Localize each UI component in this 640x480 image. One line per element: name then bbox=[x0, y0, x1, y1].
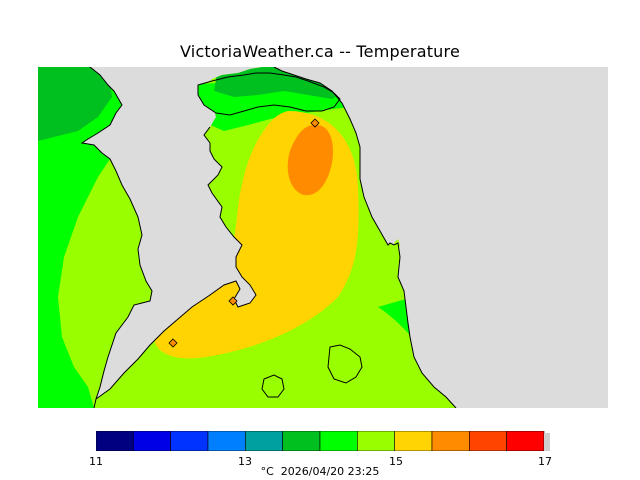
zone-14-0-west bbox=[38, 67, 168, 408]
zone-15-5 bbox=[287, 124, 334, 196]
colorbar-svg bbox=[96, 431, 550, 451]
colorbar-bin bbox=[170, 431, 209, 451]
station-marker[interactable] bbox=[228, 296, 238, 306]
colorbar-bin bbox=[431, 431, 470, 451]
station-marker[interactable] bbox=[168, 338, 178, 348]
colorbar-tick-13: 13 bbox=[238, 455, 252, 468]
coastline-north-island bbox=[197, 72, 341, 116]
colorbar-bin bbox=[96, 431, 134, 451]
temperature-map[interactable] bbox=[38, 67, 608, 408]
map-title: VictoriaWeather.ca -- Temperature bbox=[180, 42, 460, 61]
temperature-unit: °C bbox=[260, 465, 274, 478]
colorbar-bin bbox=[469, 431, 507, 451]
colorbar-bin bbox=[506, 431, 545, 451]
coastlines bbox=[80, 67, 457, 408]
coastline-west bbox=[80, 67, 153, 408]
colorbar-bin bbox=[207, 431, 246, 451]
coastline-mainland bbox=[95, 67, 457, 408]
colorbar-tick-15: 15 bbox=[389, 455, 403, 468]
coastline-island-east bbox=[327, 344, 363, 384]
colorbar-bin bbox=[357, 431, 395, 451]
colorbar-bin bbox=[394, 431, 433, 451]
timestamp: 2026/04/20 23:25 bbox=[280, 465, 380, 478]
colorbar-tick-max: 17 bbox=[538, 455, 552, 468]
legend-caption: °C 2026/04/20 23:25 bbox=[0, 465, 640, 478]
colorbar-bin bbox=[133, 431, 171, 451]
colorbar-bin bbox=[282, 431, 321, 451]
station-marker[interactable] bbox=[310, 118, 320, 128]
colorbar-shadow bbox=[544, 433, 550, 451]
colorbar-bin bbox=[245, 431, 283, 451]
station-markers bbox=[168, 118, 320, 348]
temperature-map-svg[interactable] bbox=[38, 67, 608, 408]
colorbar-tick-min: 11 bbox=[89, 455, 103, 468]
temperature-colorbar bbox=[96, 431, 552, 451]
zone-13-5-west bbox=[38, 67, 112, 141]
colorbar-bin bbox=[319, 431, 358, 451]
coastline-island-south bbox=[261, 374, 285, 398]
